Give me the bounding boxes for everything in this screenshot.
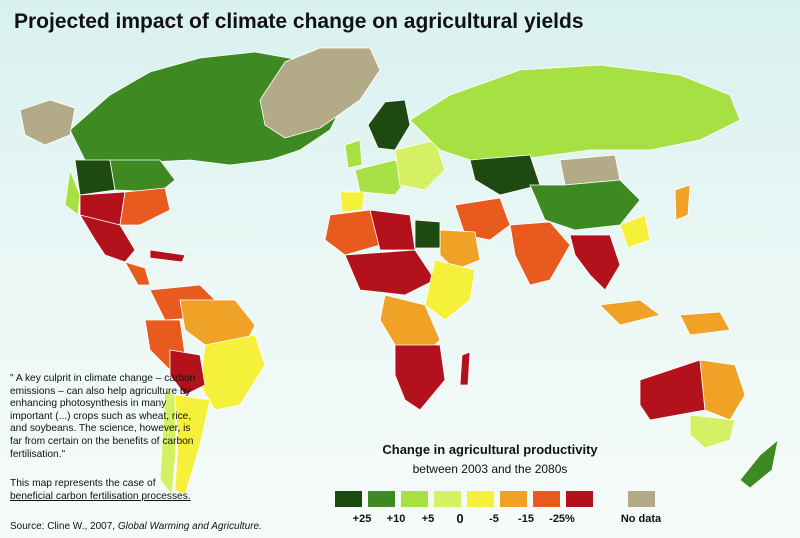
region-north-africa-west: [324, 209, 381, 256]
map-title: Projected impact of climate change on ag…: [14, 10, 584, 33]
region-greenland: [259, 47, 381, 139]
legend-swatch-minus15: [500, 491, 527, 507]
region-alaska: [19, 99, 76, 146]
region-southeast-asia: [569, 234, 621, 291]
source-text: Source: Cline W., 2007, Global Warming a…: [10, 521, 262, 532]
quote-text: " A key culprit in climate change – carb…: [10, 373, 196, 460]
region-south-asia: [509, 221, 571, 286]
region-argentina: [174, 394, 211, 496]
legend-label-no-data: No data: [620, 513, 662, 525]
region-australia-west: [639, 359, 706, 421]
region-scandinavia: [367, 99, 411, 151]
region-usa-east: [119, 187, 171, 226]
legend-label-minus5: -5: [489, 513, 499, 525]
region-australia-east: [699, 359, 746, 421]
region-new-zealand: [739, 438, 779, 489]
region-east-africa: [424, 259, 476, 321]
legend-label-zero: 0: [456, 511, 464, 526]
legend-swatch-plus5: [401, 491, 428, 507]
note-prefix: This map represents the case of: [10, 478, 156, 489]
source-work: Global Warming and Agriculture.: [117, 521, 262, 532]
legend-label-minus15: -15: [518, 513, 534, 525]
region-kazakhstan: [469, 154, 541, 196]
legend-label-minus25: -25%: [549, 513, 575, 525]
region-middle-east: [454, 197, 511, 241]
region-bolivia: [169, 349, 206, 396]
region-east-europe: [394, 139, 446, 191]
legend-label-plus5: +5: [421, 513, 435, 525]
legend-swatch-plus10: [368, 491, 395, 507]
region-sahel: [344, 249, 436, 296]
region-australia-south: [689, 414, 736, 449]
region-brazil-east: [199, 334, 266, 411]
region-usa-northwest: [74, 159, 116, 196]
region-new-guinea: [679, 311, 731, 336]
region-uk: [344, 139, 363, 169]
note-text: This map represents the case of benefici…: [10, 478, 210, 503]
legend-swatch-plus25: [335, 491, 362, 507]
region-egypt: [414, 219, 441, 249]
region-caribbean: [149, 249, 186, 263]
legend-label-plus25: +25: [352, 513, 372, 525]
source-prefix: Source: Cline W., 2007,: [10, 521, 116, 532]
region-usa-north: [109, 159, 176, 193]
region-japan: [674, 184, 691, 221]
legend-swatch-minus25-light: [533, 491, 560, 507]
legend-swatch-no-data: [628, 491, 655, 507]
region-usa-west: [64, 168, 81, 216]
legend-label-plus10: +10: [386, 513, 406, 525]
region-russia: [409, 64, 741, 161]
legend-swatch-minus5: [467, 491, 494, 507]
note-link[interactable]: beneficial carbon fertilisation processe…: [10, 490, 191, 502]
region-iberia: [339, 191, 366, 213]
legend-subtitle: between 2003 and the 2080s: [412, 462, 568, 476]
region-central-america: [124, 261, 151, 286]
legend-swatch-minus25: [566, 491, 593, 507]
region-indonesia: [599, 299, 661, 326]
region-arabia: [439, 229, 481, 271]
region-southern-africa: [394, 344, 446, 411]
region-madagascar: [459, 351, 471, 386]
region-chile: [159, 389, 177, 497]
legend-title: Change in agricultural productivity: [382, 442, 598, 457]
region-east-china: [619, 214, 651, 249]
legend-swatch-zero: [434, 491, 461, 507]
